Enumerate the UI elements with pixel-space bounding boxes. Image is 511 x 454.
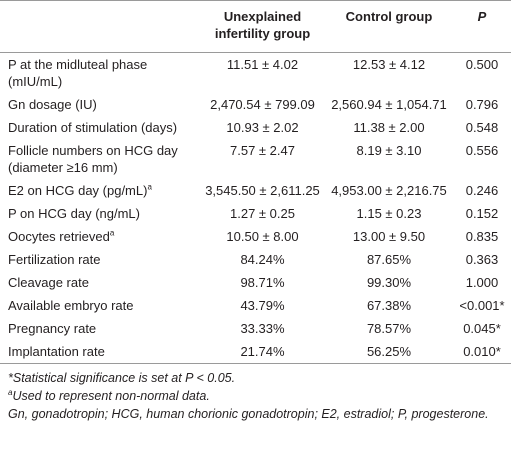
footnote: aUsed to represent non-normal data.	[8, 387, 503, 405]
p-value-cell: 0.500	[465, 57, 499, 72]
control-cell: 87.65%	[366, 252, 412, 267]
control-cell: 78.57%	[366, 321, 412, 336]
unexplained-cell: 98.71%	[240, 275, 285, 290]
footnote-marker: a	[109, 228, 115, 238]
row-label-cell: P on HCG day (ng/mL)	[0, 202, 200, 225]
row: Fertilization rate 84.24% 87.65% 0.363	[0, 248, 511, 271]
row-label: Follicle numbers on HCG day (diameter ≥1…	[8, 143, 178, 175]
p-value-cell: <0.001*	[459, 298, 505, 313]
row-label-cell: Available embryo rate	[0, 294, 200, 317]
row-label: P at the midluteal phase (mIU/mL)	[8, 57, 148, 89]
row: E2 on HCG day (pg/mL)a 3,545.50 ± 2,611.2…	[0, 179, 511, 202]
row-label-cell: Duration of stimulation (days)	[0, 116, 200, 139]
p-value-cell: 0.010*	[463, 344, 501, 359]
p-value-cell: 0.835	[465, 229, 499, 244]
control-cell: 67.38%	[366, 298, 412, 313]
control-cell: 13.00 ± 9.50	[352, 229, 426, 244]
unexplained-cell: 11.51 ± 4.02	[226, 57, 299, 72]
unexplained-cell: 21.74%	[240, 344, 285, 359]
footnote-marker: a	[8, 387, 13, 397]
unexplained-cell: 33.33%	[240, 321, 285, 336]
footnote: Gn, gonadotropin; HCG, human chorionic g…	[8, 405, 503, 423]
row: Follicle numbers on HCG day (diameter ≥1…	[0, 139, 511, 179]
table-header: Unexplained infertility group Control gr…	[0, 0, 511, 53]
header-cell	[0, 0, 200, 53]
footnote-text: Gn, gonadotropin; HCG, human chorionic g…	[8, 407, 489, 421]
footnote-marker: a	[147, 182, 152, 192]
data-table: Unexplained infertility group Control gr…	[0, 0, 511, 364]
control-cell: 99.30%	[366, 275, 412, 290]
table-body: P at the midluteal phase (mIU/mL) 11.51 ±…	[0, 53, 511, 364]
footnote-text: *Statistical significance is set at P < …	[8, 371, 236, 385]
control-cell: 1.15 ± 0.23	[356, 206, 422, 221]
row: P at the midluteal phase (mIU/mL) 11.51 ±…	[0, 53, 511, 94]
row-label: Oocytes retrieved	[8, 229, 110, 244]
row-label: Gn dosage (IU)	[8, 97, 97, 112]
row: Gn dosage (IU) 2,470.54 ± 799.09 2,560.94 …	[0, 93, 511, 116]
p-value-cell: 0.246	[465, 183, 499, 198]
control-cell: 2,560.94 ± 1,054.71	[331, 97, 447, 112]
row-label: Available embryo rate	[8, 298, 134, 313]
row-label: Duration of stimulation (days)	[8, 120, 178, 135]
p-value-cell: 0.548	[465, 120, 499, 135]
row: Duration of stimulation (days) 10.93 ± 2.…	[0, 116, 511, 139]
row-label-cell: Gn dosage (IU)	[0, 93, 200, 116]
footnote-text: Used to represent non-normal data.	[12, 389, 210, 403]
row-label-cell: Fertilization rate	[0, 248, 200, 271]
p-value-cell: 0.363	[465, 252, 499, 267]
unexplained-cell: 1.27 ± 0.25	[230, 206, 295, 221]
row-label-cell: E2 on HCG day (pg/mL)a	[0, 179, 200, 202]
row-label-cell: Oocytes retrieveda	[0, 225, 200, 248]
header-cell: P	[453, 0, 511, 53]
p-value-cell: 0.556	[465, 143, 499, 158]
row-label: Implantation rate	[8, 344, 105, 359]
row: P on HCG day (ng/mL) 1.27 ± 0.25 1.15 ± 0.…	[0, 202, 511, 225]
unexplained-cell: 43.79%	[240, 298, 285, 313]
row: Pregnancy rate 33.33% 78.57% 0.045*	[0, 317, 511, 340]
row-label: E2 on HCG day (pg/mL)	[8, 183, 148, 198]
unexplained-cell: 10.93 ± 2.02	[226, 120, 299, 135]
row-label: Cleavage rate	[8, 275, 89, 290]
row-label-cell: Cleavage rate	[0, 271, 200, 294]
header-cell: Unexplained infertility group	[200, 0, 325, 53]
unexplained-cell: 7.57 ± 2.47	[230, 143, 295, 158]
row-label-cell: Follicle numbers on HCG day (diameter ≥1…	[0, 139, 200, 179]
footnotes: *Statistical significance is set at P < …	[0, 364, 511, 423]
row-label: Pregnancy rate	[8, 321, 97, 336]
unexplained-cell: 2,470.54 ± 799.09	[210, 97, 315, 112]
row-label-cell: P at the midluteal phase (mIU/mL)	[0, 53, 200, 94]
control-cell: 4,953.00 ± 2,216.75	[331, 183, 447, 198]
row: Available embryo rate 43.79% 67.38% <0.001*	[0, 294, 511, 317]
row-label: Fertilization rate	[8, 252, 101, 267]
row-label: P on HCG day (ng/mL)	[8, 206, 140, 221]
p-value-cell: 0.045*	[463, 321, 501, 336]
control-cell: 56.25%	[366, 344, 412, 359]
footnote: *Statistical significance is set at P < …	[8, 369, 503, 387]
control-cell: 12.53 ± 4.12	[352, 57, 426, 72]
unexplained-cell: 10.50 ± 8.00	[226, 229, 299, 244]
p-value-cell: 0.152	[465, 206, 499, 221]
row: Cleavage rate 98.71% 99.30% 1.000	[0, 271, 511, 294]
unexplained-cell: 3,545.50 ± 2,611.25	[205, 183, 320, 198]
control-cell: 11.38 ± 2.00	[353, 120, 425, 135]
p-value-cell: 0.796	[465, 97, 499, 112]
p-value-cell: 1.000	[465, 275, 499, 290]
unexplained-cell: 84.24%	[240, 252, 285, 267]
row-label-cell: Pregnancy rate	[0, 317, 200, 340]
header-cell: Control group	[325, 0, 453, 53]
row: Oocytes retrieveda 10.50 ± 8.00 13.00 ± 9.…	[0, 225, 511, 248]
header-row: Unexplained infertility group Control gr…	[0, 0, 511, 53]
row: Implantation rate 21.74% 56.25% 0.010*	[0, 340, 511, 364]
row-label-cell: Implantation rate	[0, 340, 200, 364]
control-cell: 8.19 ± 3.10	[356, 143, 422, 158]
